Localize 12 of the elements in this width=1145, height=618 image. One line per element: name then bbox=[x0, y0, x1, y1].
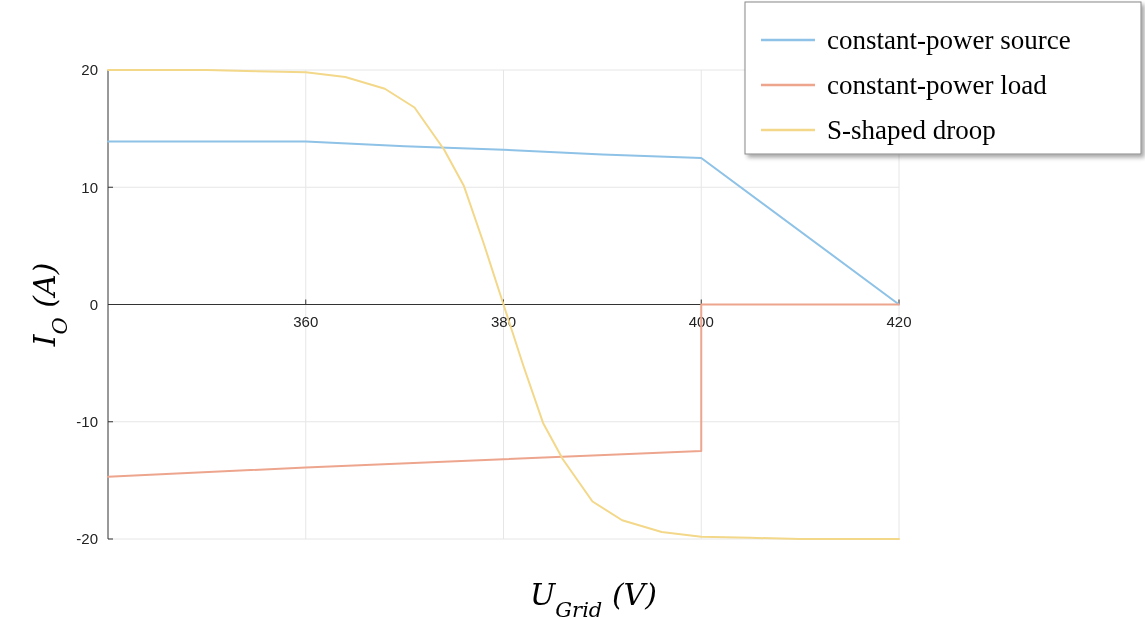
x-tick-label: 400 bbox=[688, 312, 714, 330]
x-tick-label: 420 bbox=[886, 312, 912, 330]
x-tick-label: 360 bbox=[293, 312, 319, 330]
y-tick-label: -10 bbox=[76, 413, 98, 430]
x-axis-title: U$_{Grid}$ (V) bbox=[530, 577, 657, 618]
legend-label: constant-power load bbox=[827, 70, 1048, 101]
y-tick-label: 10 bbox=[81, 178, 98, 196]
y-tick-label: 20 bbox=[81, 61, 98, 79]
legend-label: S-shaped droop bbox=[827, 115, 996, 146]
legend-label: constant-power source bbox=[827, 25, 1071, 56]
y-tick-label: -20 bbox=[76, 530, 98, 548]
y-tick-label: 0 bbox=[89, 295, 98, 313]
